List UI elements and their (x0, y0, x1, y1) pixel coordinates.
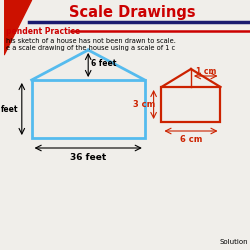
Bar (32, 80, 145, 138)
Text: 36 feet: 36 feet (70, 154, 106, 162)
Text: e a scale drawing of the house using a scale of 1 c: e a scale drawing of the house using a s… (6, 45, 175, 51)
Text: his sketch of a house has not been drawn to scale.: his sketch of a house has not been drawn… (6, 38, 176, 44)
Text: 6 feet: 6 feet (91, 60, 116, 68)
Bar (162, 87, 220, 122)
Text: Solution: Solution (220, 239, 248, 245)
Text: 1 cm: 1 cm (196, 66, 216, 76)
Text: pendent Practice: pendent Practice (6, 26, 80, 36)
Text: 3 cm: 3 cm (133, 100, 155, 109)
Text: feet: feet (1, 104, 19, 114)
Text: 6 cm: 6 cm (180, 136, 202, 144)
Text: Scale Drawings: Scale Drawings (69, 4, 195, 20)
Polygon shape (4, 0, 32, 55)
